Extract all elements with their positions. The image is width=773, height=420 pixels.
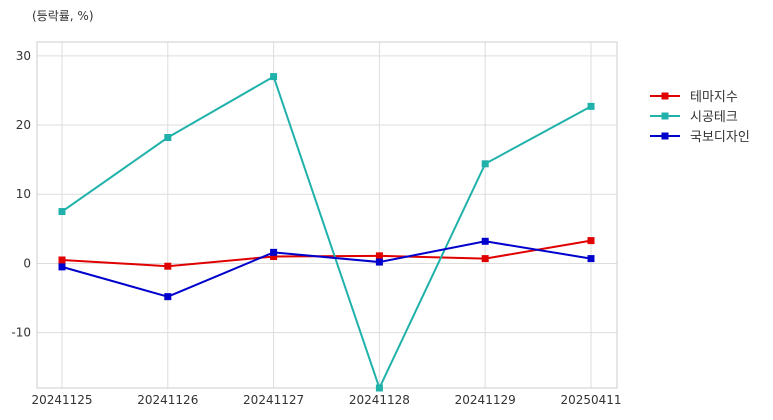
y-tick-label: -10 — [11, 326, 31, 340]
series-line — [61, 239, 592, 268]
legend-label: 시공테크 — [690, 110, 738, 125]
legend-marker — [661, 132, 669, 140]
x-tick-label: 20241126 — [137, 393, 198, 407]
y-axis: -10 0 10 20 30 — [11, 49, 31, 340]
series-point — [375, 252, 383, 260]
series-point — [481, 255, 489, 263]
y-tick-label: 0 — [23, 256, 31, 270]
plot-area-border — [36, 41, 618, 389]
series-point — [270, 73, 278, 81]
grid — [37, 42, 617, 388]
y-tick-label: 10 — [16, 187, 31, 201]
series-point — [164, 293, 172, 301]
legend-marker — [661, 92, 669, 100]
series-point — [58, 263, 66, 271]
series-point — [481, 160, 489, 168]
y-tick-label: 30 — [16, 49, 31, 63]
y-tick-label: 20 — [16, 118, 31, 132]
series-point — [375, 258, 383, 266]
x-axis: 20241125 20241126 20241127 20241128 20241129… — [31, 393, 621, 407]
unit-label: (등락률, %) — [32, 9, 94, 23]
series-point — [58, 208, 66, 216]
series-point — [164, 262, 172, 270]
legend-marker — [661, 112, 669, 120]
series-point — [375, 384, 383, 392]
series-point — [587, 237, 595, 245]
x-tick-label: 20241127 — [243, 393, 304, 407]
x-tick-label: 20241128 — [349, 393, 410, 407]
series-point — [164, 133, 172, 141]
series-line — [61, 75, 592, 391]
series-point — [481, 237, 489, 245]
legend-label: 국보디자인 — [690, 130, 750, 145]
series-point — [587, 102, 595, 110]
series-point — [270, 253, 278, 261]
series-point — [58, 256, 66, 264]
x-tick-label: 20241129 — [455, 393, 516, 407]
series — [58, 73, 595, 392]
x-tick-label: 20241125 — [31, 393, 92, 407]
legend-label: 테마지수 — [690, 90, 738, 105]
x-tick-label: 20250411 — [560, 393, 621, 407]
series-line — [61, 240, 592, 298]
series-point — [587, 255, 595, 263]
series-point — [270, 248, 278, 256]
